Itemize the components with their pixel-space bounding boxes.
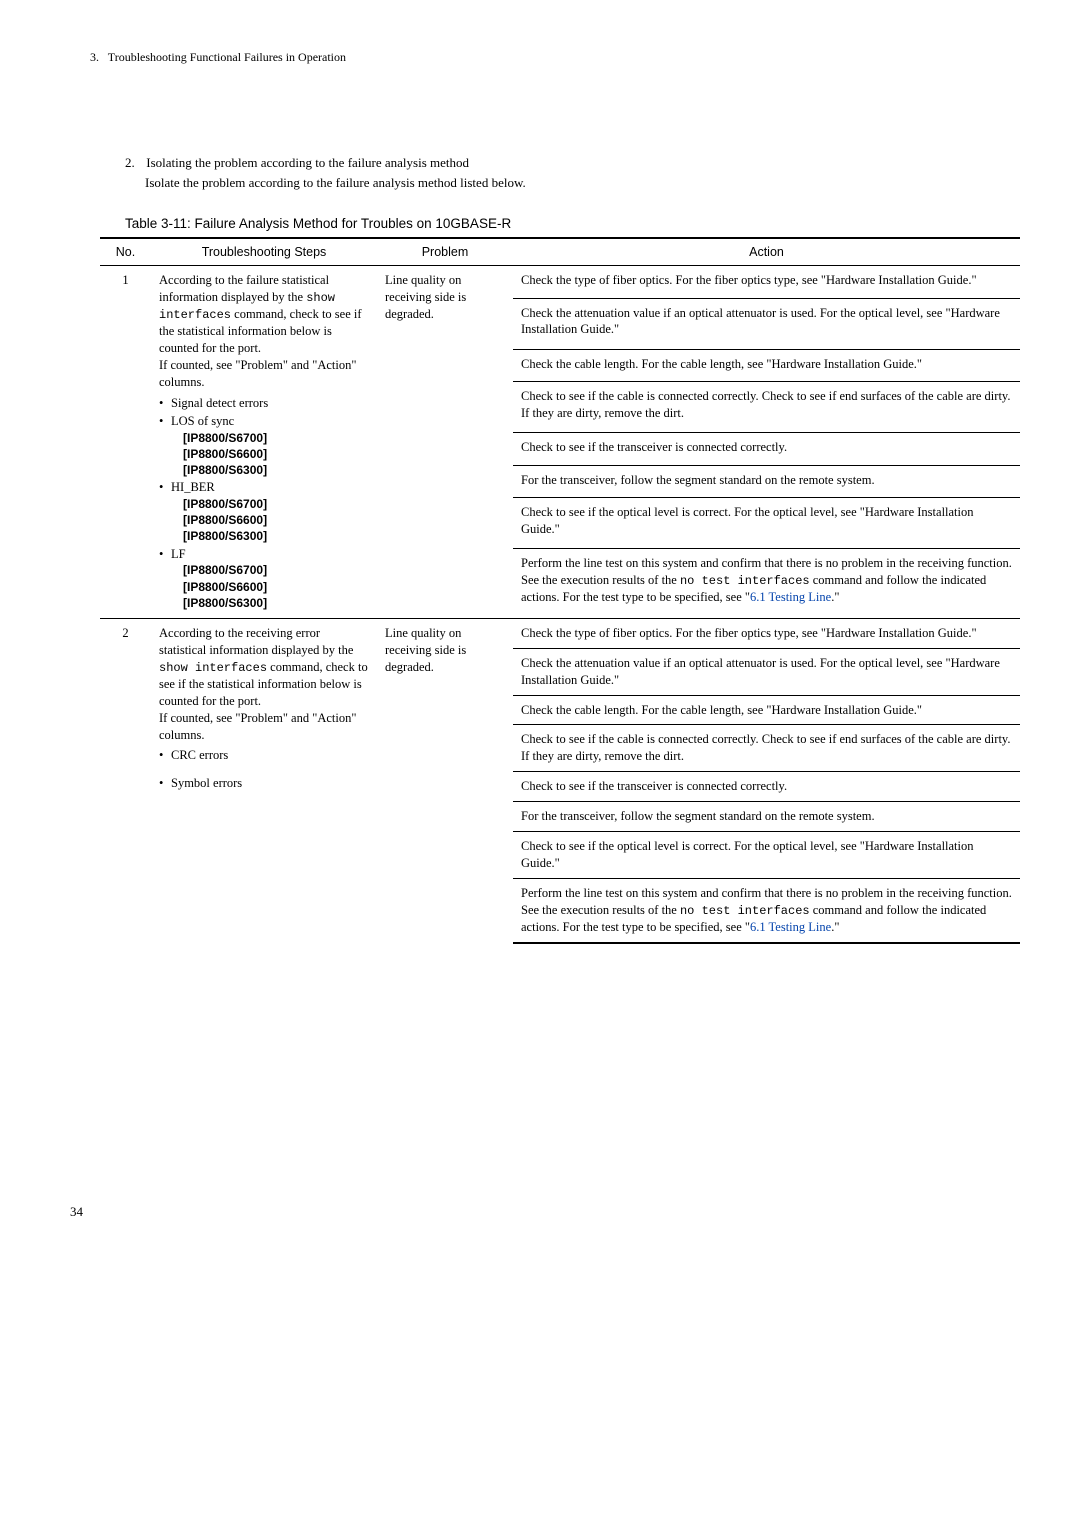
row-problem: Line quality on receiving side is degrad… <box>377 266 513 619</box>
step-item: 2. Isolating the problem according to th… <box>125 155 1010 191</box>
table-header-row: No. Troubleshooting Steps Problem Action <box>100 238 1020 266</box>
row-action: Check the type of fiber optics. For the … <box>513 618 1020 648</box>
row-action: Check the cable length. For the cable le… <box>513 695 1020 725</box>
row-action: Check to see if the cable is connected c… <box>513 725 1020 772</box>
row-action: Check the type of fiber optics. For the … <box>513 266 1020 299</box>
row-action: Check to see if the optical level is cor… <box>513 498 1020 549</box>
row-action: For the transceiver, follow the segment … <box>513 802 1020 832</box>
row-troubleshooting: According to the receiving error statist… <box>151 618 377 942</box>
table-caption: Table 3-11: Failure Analysis Method for … <box>125 216 1010 231</box>
row-troubleshooting: According to the failure statistical inf… <box>151 266 377 619</box>
page-header: 3. Troubleshooting Functional Failures i… <box>90 50 1010 65</box>
section-number: 3. <box>90 50 99 64</box>
row-action: Check to see if the transceiver is conne… <box>513 433 1020 466</box>
row-problem: Line quality on receiving side is degrad… <box>377 618 513 942</box>
col-action: Action <box>513 238 1020 266</box>
step-number: 2. <box>125 155 143 171</box>
col-no: No. <box>100 238 151 266</box>
row-action: Perform the line test on this system and… <box>513 878 1020 942</box>
row-action: Check to see if the cable is connected c… <box>513 382 1020 433</box>
col-problem: Problem <box>377 238 513 266</box>
testing-line-link[interactable]: 6.1 Testing Line <box>750 920 831 934</box>
row-action: Check the cable length. For the cable le… <box>513 349 1020 382</box>
list-item: LOS of sync [IP8800/S6700] [IP8800/S6600… <box>159 413 369 478</box>
list-item: CRC errors <box>159 747 369 764</box>
page-number: 34 <box>70 1204 83 1220</box>
testing-line-link[interactable]: 6.1 Testing Line <box>750 590 831 604</box>
table-row: 2 According to the receiving error stati… <box>100 618 1020 648</box>
row-action: Check to see if the transceiver is conne… <box>513 772 1020 802</box>
failure-analysis-table: No. Troubleshooting Steps Problem Action… <box>100 237 1020 944</box>
step-subtext: Isolate the problem according to the fai… <box>145 175 1010 191</box>
row-action: Check the attenuation value if an optica… <box>513 648 1020 695</box>
row-action: Check the attenuation value if an optica… <box>513 298 1020 349</box>
row-action: For the transceiver, follow the segment … <box>513 465 1020 498</box>
step-title: Isolating the problem according to the f… <box>146 155 469 170</box>
list-item: LF [IP8800/S6700] [IP8800/S6600] [IP8800… <box>159 546 369 611</box>
list-item: HI_BER [IP8800/S6700] [IP8800/S6600] [IP… <box>159 479 369 544</box>
list-item: Signal detect errors <box>159 395 369 412</box>
col-troubleshooting: Troubleshooting Steps <box>151 238 377 266</box>
row-action: Perform the line test on this system and… <box>513 549 1020 619</box>
list-item: Symbol errors <box>159 775 369 792</box>
table-row: 1 According to the failure statistical i… <box>100 266 1020 299</box>
row-no: 1 <box>100 266 151 619</box>
row-no: 2 <box>100 618 151 942</box>
section-title: Troubleshooting Functional Failures in O… <box>108 50 346 64</box>
row-action: Check to see if the optical level is cor… <box>513 831 1020 878</box>
